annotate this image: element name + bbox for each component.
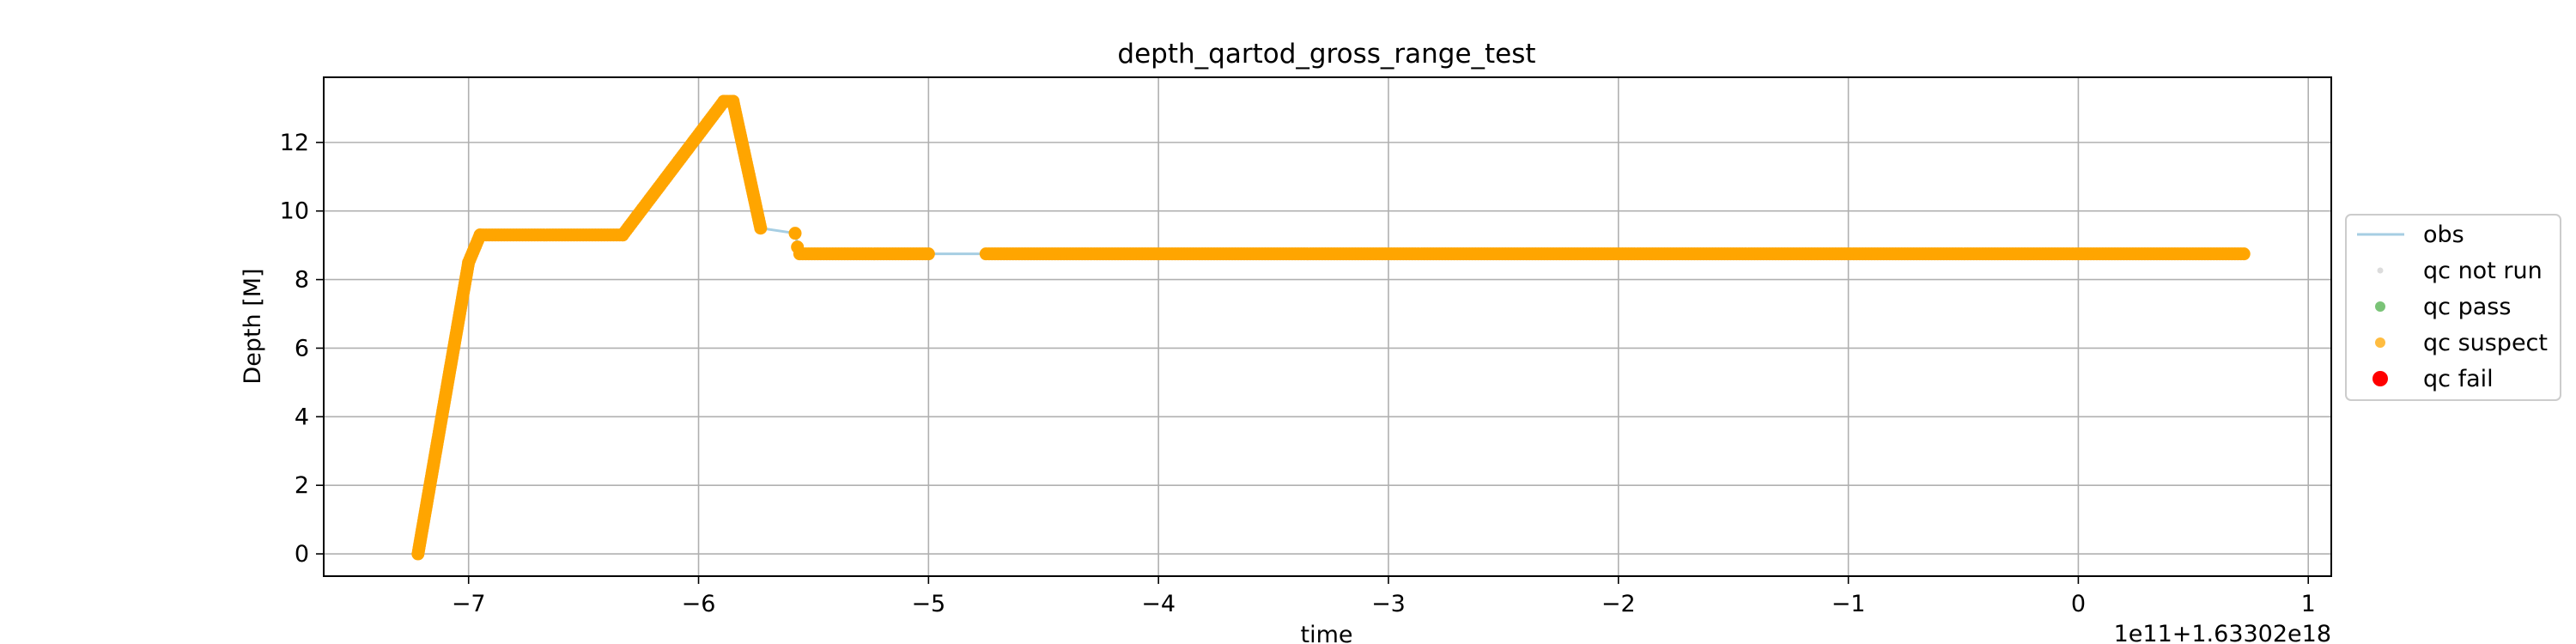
- chart-title: depth_qartod_gross_range_test: [1117, 39, 1535, 70]
- qc-suspect-point: [788, 227, 802, 240]
- qc-suspect-point: [2237, 247, 2251, 261]
- legend-label: qc pass: [2423, 294, 2511, 320]
- axes-frame: [323, 76, 2332, 577]
- y-tick-label: 2: [295, 472, 309, 499]
- legend-swatch-marker: [2377, 267, 2384, 274]
- y-tick-label: 4: [295, 404, 309, 430]
- legend-swatch-marker: [2375, 301, 2385, 312]
- legend-frame: [2345, 214, 2561, 401]
- y-tick-label: 10: [280, 198, 309, 225]
- x-tick-label: −3: [1371, 591, 1406, 617]
- legend-label: qc not run: [2423, 258, 2543, 284]
- y-tick-label: 12: [280, 130, 309, 156]
- x-tick-label: 1: [2301, 591, 2316, 617]
- grid: [324, 77, 2331, 576]
- x-tick-label: 0: [2071, 591, 2086, 617]
- x-tick-label: −5: [911, 591, 945, 617]
- legend-label: qc suspect: [2423, 330, 2548, 356]
- legend-swatch-marker: [2375, 337, 2385, 348]
- legend-label: qc fail: [2423, 366, 2494, 392]
- x-tick-label: −4: [1141, 591, 1176, 617]
- legend-swatch-marker: [2372, 371, 2388, 386]
- y-tick-label: 8: [295, 267, 309, 294]
- y-tick-label: 6: [295, 335, 309, 361]
- x-tick-label: −6: [682, 591, 716, 617]
- legend-label: obs: [2423, 222, 2464, 248]
- x-tick-label: −2: [1601, 591, 1636, 617]
- legend: obs qc not run qc pass qc suspect qc fail: [2345, 214, 2561, 401]
- x-axis: −7 −6 −5 −4 −3 −2 −1 0 1: [452, 576, 2316, 617]
- x-tick-label: −1: [1832, 591, 1866, 617]
- qc-suspect-point: [791, 240, 805, 254]
- x-tick-label: −7: [452, 591, 486, 617]
- y-axis: 0 2 4 6 8 10 12: [280, 130, 324, 568]
- y-axis-label: Depth [M]: [240, 268, 266, 384]
- qc-suspect-point: [754, 222, 768, 235]
- qc-suspect-point: [921, 247, 935, 261]
- y-tick-label: 0: [295, 541, 309, 568]
- x-axis-offset-label: 1e11+1.63302e18: [2114, 621, 2331, 644]
- x-axis-label: time: [1300, 622, 1352, 644]
- plot-area: [411, 94, 2251, 561]
